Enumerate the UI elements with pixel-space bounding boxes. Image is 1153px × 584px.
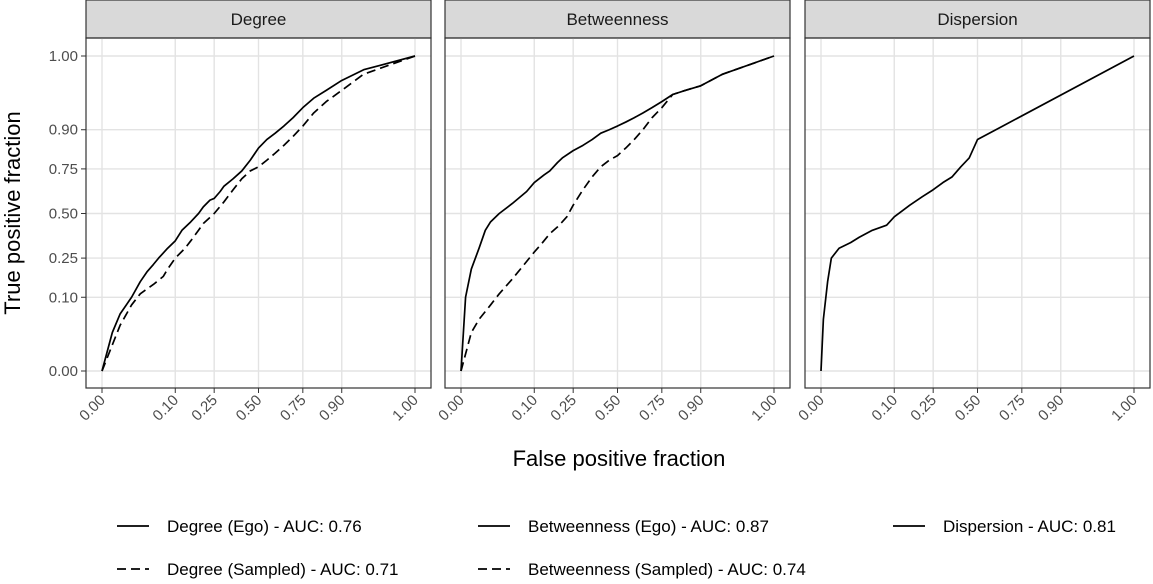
x-axis-title: False positive fraction xyxy=(513,446,726,471)
facet-panel-dispersion: Dispersion 0.00 0.10 0.25 0.50 0.75 0.90 1.00 xyxy=(795,0,1151,425)
x-tick-label: 0.75 xyxy=(277,392,310,425)
roc-curve-betweenness-ego xyxy=(460,55,775,372)
roc-curve-degree-ego xyxy=(101,55,416,372)
y-tick-label: 0.10 xyxy=(49,289,78,306)
legend-label: Degree (Ego) - AUC: 0.76 xyxy=(167,517,362,536)
x-tick-label: 0.50 xyxy=(592,392,625,425)
facet-strip-label: Dispersion xyxy=(937,10,1017,29)
x-tick-label: 0.25 xyxy=(907,392,940,425)
legend: Degree (Ego) - AUC: 0.76 Degree (Sampled)… xyxy=(117,517,1116,579)
legend-label: Betweenness (Ego) - AUC: 0.87 xyxy=(528,517,769,536)
facet-panel-betweenness: Betweenness 0.00 0.10 0.25 0.50 0.75 0.90 1.00 xyxy=(435,0,791,425)
x-tick-label: 0.25 xyxy=(547,392,580,425)
x-tick-label: 0.90 xyxy=(316,392,349,425)
x-tick-label: 0.10 xyxy=(508,392,541,425)
x-tick-label: 0.10 xyxy=(868,392,901,425)
facet-strip xyxy=(444,0,791,39)
x-tick-label: 1.00 xyxy=(748,392,781,425)
legend-label: Betweenness (Sampled) - AUC: 0.74 xyxy=(528,560,806,579)
legend-label: Degree (Sampled) - AUC: 0.71 xyxy=(167,560,399,579)
y-tick-label: 0.75 xyxy=(49,161,78,178)
roc-curve-dispersion xyxy=(820,55,1135,372)
y-tick-label: 0.50 xyxy=(49,206,78,223)
x-tick-label: 0.90 xyxy=(1035,392,1068,425)
legend-label: Dispersion - AUC: 0.81 xyxy=(943,517,1116,536)
x-tick-label: 0.25 xyxy=(188,392,221,425)
y-tick-label: 1.00 xyxy=(49,48,78,65)
gridlines xyxy=(805,38,1150,388)
x-tick-label: 0.00 xyxy=(76,392,109,425)
x-tick-label: 0.75 xyxy=(636,392,669,425)
roc-curve-degree-sampled xyxy=(101,55,416,372)
x-tick-label: 0.00 xyxy=(795,392,828,425)
x-tick-label: 0.90 xyxy=(675,392,708,425)
y-axis-title: True positive fraction xyxy=(0,111,25,314)
gridlines xyxy=(445,38,790,388)
x-tick-label: 1.00 xyxy=(389,392,422,425)
gridlines xyxy=(86,38,431,388)
legend-item: Betweenness (Ego) - AUC: 0.87 xyxy=(478,517,769,536)
x-tick-label: 0.50 xyxy=(233,392,266,425)
y-tick-label: 0.00 xyxy=(49,363,78,380)
x-tick-label: 0.00 xyxy=(435,392,468,425)
x-tick-label: 0.50 xyxy=(952,392,985,425)
roc-curve-betweenness-sampled xyxy=(460,55,775,372)
legend-item: Degree (Sampled) - AUC: 0.71 xyxy=(117,560,399,579)
x-tick-label: 0.10 xyxy=(149,392,182,425)
facet-strip xyxy=(85,0,432,39)
facet-strip-label: Betweenness xyxy=(566,10,668,29)
legend-item: Degree (Ego) - AUC: 0.76 xyxy=(117,517,362,536)
legend-item: Dispersion - AUC: 0.81 xyxy=(893,517,1116,536)
legend-item: Betweenness (Sampled) - AUC: 0.74 xyxy=(478,560,806,579)
y-tick-label: 0.25 xyxy=(49,250,78,267)
y-tick-label: 0.90 xyxy=(49,122,78,139)
facet-strip-label: Degree xyxy=(231,10,287,29)
x-tick-label: 1.00 xyxy=(1108,392,1141,425)
x-tick-label: 0.75 xyxy=(996,392,1029,425)
facet-strip xyxy=(804,0,1151,39)
